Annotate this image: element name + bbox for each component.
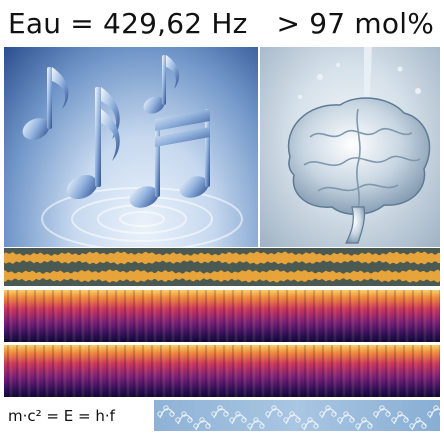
molecule-atom [355, 423, 361, 429]
water-brain-image [260, 47, 440, 247]
molecule-atom [343, 411, 349, 417]
brain-folds [303, 108, 421, 210]
water-stream [364, 47, 372, 107]
molecule-atom [319, 411, 325, 417]
molecule-atom [349, 417, 355, 423]
molecule-atom [163, 405, 169, 411]
molecule-atom [217, 405, 223, 411]
molecule-atom [277, 411, 283, 417]
molecule-atom [337, 417, 343, 423]
molecule-atom [301, 423, 307, 429]
audio-waveform [4, 248, 440, 286]
molecule-atom [409, 423, 415, 429]
waveform-channel [4, 269, 440, 283]
headline-purity: > 97 mol% [276, 6, 434, 40]
formula-strip: m·c² = E = h·f [4, 400, 444, 431]
molecule-atom [427, 411, 433, 417]
molecule-atom [295, 417, 301, 423]
molecule-atom [157, 411, 163, 417]
molecule-chains-graphic [157, 405, 444, 431]
molecule-atom [331, 411, 337, 417]
waveform-graphic [4, 251, 440, 283]
brain-stem [345, 206, 366, 244]
molecule-atom [253, 417, 259, 423]
molecule-atom [421, 423, 427, 429]
spectrogram-bottom [4, 345, 440, 397]
molecule-atom [265, 411, 271, 417]
music-notes-image [4, 47, 258, 247]
molecule-atom [379, 405, 385, 411]
molecule-atom [187, 417, 193, 423]
molecule-atom [361, 417, 367, 423]
water-molecule-chains-image [154, 400, 444, 431]
molecule-atom [397, 411, 403, 417]
molecule-atom [193, 423, 199, 429]
molecule-atom [373, 411, 379, 417]
molecule-atom [259, 423, 265, 429]
water-brain-illustration [287, 47, 431, 244]
molecule-atom [247, 423, 253, 429]
water-droplets [298, 63, 421, 107]
molecule-atom [313, 423, 319, 429]
molecule-atom [205, 423, 211, 429]
molecule-atom [181, 411, 187, 417]
molecule-atom [235, 411, 241, 417]
molecule-atom [211, 411, 217, 417]
spectrogram-top [4, 290, 440, 342]
molecule-atom [367, 423, 373, 429]
molecule-atom [169, 411, 175, 417]
molecule-atom [241, 417, 247, 423]
mass-energy-formula: m·c² = E = h·f [8, 407, 115, 425]
beamed-notes-right [129, 109, 210, 208]
headline-frequency: Eau = 429,62 Hz [8, 6, 248, 40]
molecule-atom [289, 411, 295, 417]
molecule-atom [385, 411, 391, 417]
molecule-atom [199, 417, 205, 423]
molecule-atom [223, 411, 229, 417]
music-notes-illustration [22, 55, 243, 247]
molecule-atom [175, 417, 181, 423]
molecule-atom [307, 417, 313, 423]
eighth-note-top [143, 55, 180, 114]
waveform-channel [4, 251, 440, 265]
molecule-atom [403, 417, 409, 423]
sixteenth-note-center [66, 87, 120, 200]
eighth-note-left [22, 67, 69, 140]
molecule-atom [415, 417, 421, 423]
headline: Eau = 429,62 Hz > 97 mol% [0, 0, 444, 46]
molecule-atom [271, 405, 277, 411]
molecule-atom [325, 405, 331, 411]
molecule-atom [433, 405, 439, 411]
molecule-atom [283, 417, 289, 423]
molecule-atom [229, 417, 235, 423]
molecule-atom [391, 417, 397, 423]
